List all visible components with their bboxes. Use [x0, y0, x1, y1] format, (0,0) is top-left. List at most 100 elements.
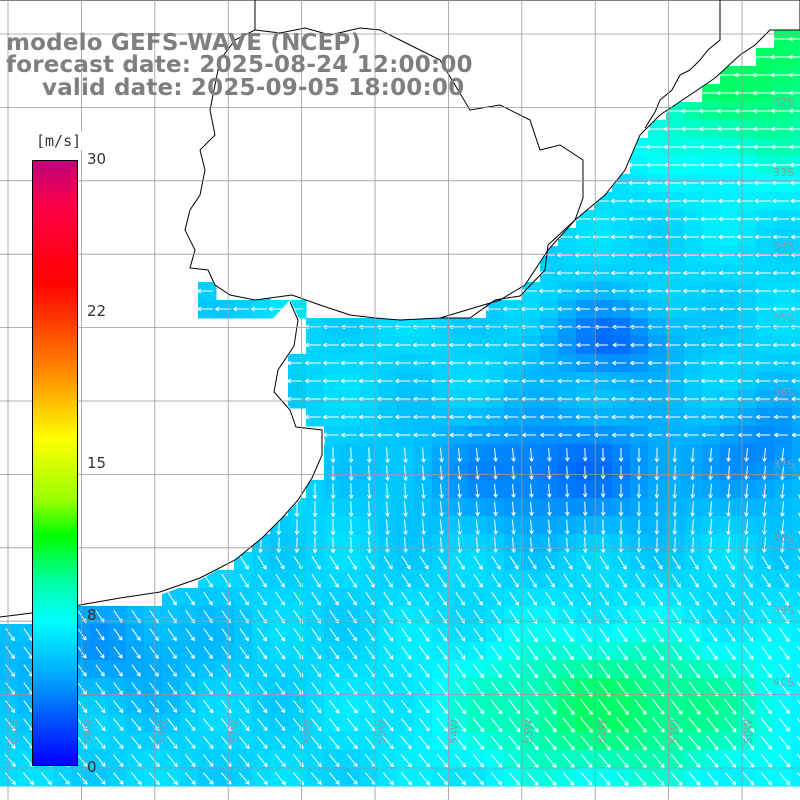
wind-arrow — [599, 591, 610, 606]
wind-vectors — [4, 36, 800, 786]
wind-arrow — [522, 432, 537, 438]
wind-arrow — [735, 126, 754, 132]
wind-arrow — [529, 501, 534, 516]
wind-arrow — [547, 519, 552, 535]
wind-cell — [792, 714, 800, 733]
wind-arrow — [131, 700, 142, 713]
wind-arrow — [618, 519, 624, 535]
wind-arrow — [564, 519, 570, 535]
wind-arrow — [348, 537, 354, 554]
wind-arrow — [257, 700, 268, 714]
wind-arrow — [400, 699, 412, 714]
wind-arrow — [328, 772, 340, 785]
wind-arrow — [582, 484, 588, 498]
wind-arrow — [419, 645, 430, 660]
wind-arrow — [598, 753, 611, 769]
wind-arrow — [526, 753, 539, 768]
wind-arrow — [754, 270, 771, 276]
wind-arrow — [330, 447, 336, 463]
wind-arrow — [421, 447, 426, 463]
wind-arrow — [654, 447, 660, 463]
wind-arrow — [166, 772, 178, 786]
wind-arrow — [772, 216, 789, 222]
wind-arrow — [221, 664, 232, 678]
wind-arrow — [742, 771, 755, 786]
wind-arrow — [449, 432, 465, 438]
wind-arrow — [698, 90, 719, 96]
wind-arrow — [701, 432, 717, 438]
wind-arrow — [490, 645, 502, 660]
wind-arrow — [616, 663, 629, 679]
lat-label-40s: 40S — [773, 676, 794, 689]
wind-arrow — [305, 360, 321, 366]
wind-arrow — [701, 288, 717, 294]
wind-arrow — [112, 754, 124, 767]
wind-arrow — [322, 396, 339, 402]
wind-arrow — [418, 735, 430, 750]
wind-cell — [792, 498, 800, 517]
wind-arrow — [184, 736, 196, 750]
wind-arrow — [755, 378, 771, 384]
wind-arrow — [275, 591, 285, 606]
wind-arrow — [184, 772, 196, 785]
wind-arrow — [437, 627, 448, 642]
wind-arrow — [700, 216, 718, 222]
wind-arrow — [383, 573, 393, 588]
wind-arrow — [575, 270, 591, 276]
wind-arrow — [366, 537, 372, 554]
wind-arrow — [322, 414, 339, 420]
wind-arrow — [472, 772, 484, 786]
wind-arrow — [564, 484, 570, 498]
wind-arrow — [366, 519, 372, 535]
wind-arrow — [436, 753, 449, 768]
wind-arrow — [527, 573, 537, 588]
wind-cell — [792, 642, 800, 661]
wind-arrow — [770, 72, 791, 78]
wind-arrow — [383, 645, 394, 660]
wind-arrow — [112, 736, 124, 750]
wind-arrow — [544, 663, 557, 679]
wind-arrow — [149, 628, 159, 642]
wind-arrow — [544, 735, 557, 751]
wind-arrow — [439, 483, 444, 499]
wind-arrow — [737, 306, 753, 312]
wind-arrow — [431, 432, 447, 438]
wind-arrow — [77, 700, 88, 714]
wind-arrow — [770, 36, 791, 42]
wind-arrow — [700, 180, 718, 186]
lon-label-56w: 56W — [302, 719, 315, 744]
wind-arrow — [771, 108, 790, 114]
wind-arrow — [529, 483, 534, 498]
wind-arrow — [467, 414, 483, 420]
wind-arrow — [76, 718, 88, 732]
wind-arrow — [762, 519, 767, 535]
wind-cell — [792, 570, 800, 589]
wind-arrow — [718, 270, 735, 276]
wind-arrow — [580, 717, 593, 733]
wind-arrow — [439, 537, 444, 553]
wind-arrow — [755, 396, 771, 402]
wind-arrow — [634, 717, 647, 733]
wind-arrow — [779, 573, 789, 588]
wind-arrow — [701, 306, 717, 312]
wind-arrow — [724, 699, 737, 715]
colorbar-tick-15: 15 — [87, 454, 107, 472]
wind-arrow — [330, 465, 336, 481]
wind-arrow — [600, 537, 606, 553]
wind-arrow — [431, 342, 447, 348]
wind-arrow — [718, 198, 736, 204]
wind-arrow — [167, 628, 177, 642]
wind-arrow — [149, 718, 160, 731]
wind-arrow — [755, 360, 771, 366]
lon-label-50w: 50W — [742, 719, 755, 744]
wind-arrow — [653, 591, 664, 606]
wind-arrow — [418, 771, 431, 786]
wind-arrow — [413, 414, 429, 420]
wind-arrow — [413, 396, 429, 402]
wind-arrow — [377, 414, 393, 420]
wind-arrow — [473, 591, 483, 606]
wind-arrow — [508, 753, 521, 768]
wind-arrow — [647, 306, 663, 312]
wind-arrow — [455, 645, 466, 660]
wind-arrow — [167, 646, 177, 659]
